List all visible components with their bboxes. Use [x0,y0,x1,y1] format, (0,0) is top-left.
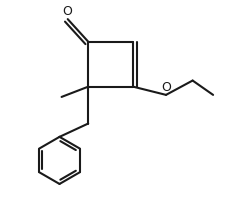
Text: O: O [161,81,171,94]
Text: O: O [62,5,72,18]
